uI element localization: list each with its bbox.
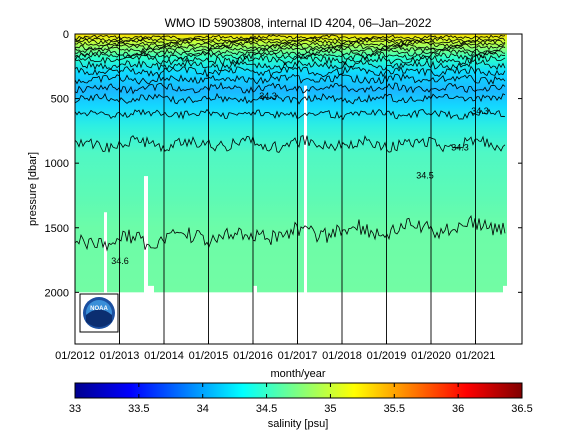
colorbar — [74, 382, 523, 399]
x-tick-label: 01/2017 — [278, 350, 318, 362]
y-tick-label: 1000 — [45, 158, 69, 170]
x-tick-label: 01/2013 — [100, 350, 140, 362]
y-tick-label: 500 — [51, 94, 69, 106]
x-axis-label: month/year — [270, 368, 325, 380]
contour-line — [75, 41, 506, 48]
y-tick-label: 2000 — [45, 287, 69, 299]
x-tick-label: 01/2020 — [411, 350, 451, 362]
contour-line — [75, 92, 506, 105]
contour-line — [75, 34, 506, 40]
svg-text:NOAA: NOAA — [90, 306, 108, 312]
contour-line — [75, 53, 506, 66]
x-tick-label: 01/2015 — [189, 350, 229, 362]
contour-line — [75, 72, 506, 86]
contour-line — [75, 81, 506, 95]
y-axis-label: pressure [dbar] — [27, 152, 39, 226]
contour-line — [75, 51, 506, 61]
contour-label: 34.3 — [471, 106, 489, 116]
no-data-region — [75, 292, 522, 344]
data-gap — [304, 85, 307, 344]
x-tick-label: 01/2021 — [456, 350, 496, 362]
y-tick-label: 1500 — [45, 223, 69, 235]
colorbar-tick-label: 34.5 — [256, 403, 277, 415]
x-tick-label: 01/2018 — [322, 350, 362, 362]
contour-label: 34.3 — [451, 142, 469, 152]
contour-line — [75, 135, 506, 153]
plot-frame — [74, 33, 523, 345]
y-tick-label: 0 — [63, 29, 69, 41]
contour-line — [75, 108, 506, 121]
colorbar-tick-label: 36.5 — [511, 403, 532, 415]
y-axis: 0 500 1000 1500 2000 — [45, 29, 522, 299]
chart-title: WMO ID 5903808, internal ID 4204, 06–Jan… — [165, 16, 432, 30]
plot-area: 34.3 34.3 34.3 34.5 34.6 — [75, 34, 522, 344]
x-tick-label: 01/2014 — [144, 350, 184, 362]
data-gap — [104, 212, 107, 344]
contour-line — [75, 214, 506, 252]
x-tick-label: 01/2012 — [55, 350, 95, 362]
colorbar-tick-label: 33 — [69, 403, 81, 415]
contour-label: 34.6 — [111, 256, 129, 266]
colorbar-label: salinity [psu] — [268, 418, 329, 430]
data-gap — [516, 134, 521, 344]
colorbar-tick-label: 36 — [452, 403, 464, 415]
contour-line — [75, 36, 506, 43]
noaa-logo: NOAA — [79, 293, 119, 333]
data-gap — [509, 34, 512, 344]
x-axis: 01/2012 01/2013 01/2014 01/2015 01/2016 01/20… — [55, 340, 495, 362]
colorbar-tick-label: 34 — [197, 403, 209, 415]
contour-labels: 34.3 34.3 34.3 34.5 34.6 — [111, 91, 489, 266]
contour-line — [75, 38, 506, 45]
contour-line — [75, 45, 506, 54]
colorbar-tick-label: 33.5 — [128, 403, 149, 415]
contour-line — [75, 65, 506, 78]
colorbar-tick-label: 35 — [324, 403, 336, 415]
data-gap — [144, 176, 148, 344]
contour-lines — [75, 34, 506, 252]
colorbar-ticks: 33 33.5 34 34.5 35 35.5 36 36.5 — [69, 383, 533, 415]
colorbar-tick-label: 35.5 — [384, 403, 405, 415]
x-tick-label: 01/2016 — [233, 350, 273, 362]
contour-label: 34.5 — [416, 171, 434, 181]
data-gaps — [75, 34, 522, 344]
x-grid — [119, 34, 476, 344]
contour-label: 34.3 — [259, 91, 277, 101]
x-tick-label: 01/2019 — [367, 350, 407, 362]
